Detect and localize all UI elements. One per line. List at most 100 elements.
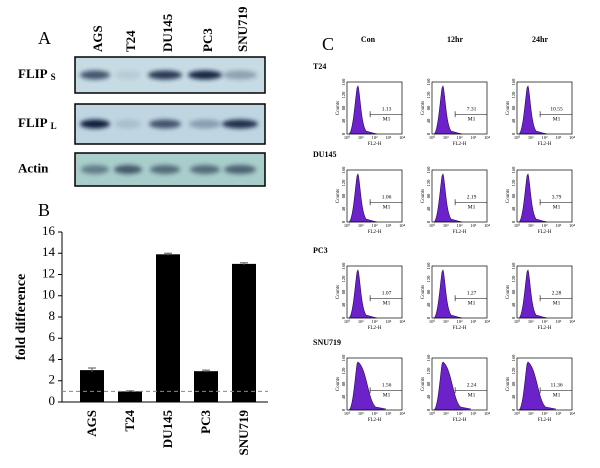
histogram: 1.13 M1 0 40 80 120 160 10⁰ 10¹ 10² 10³ 10⁴ Counts FL… [336,78,405,147]
x-tick-label: 10⁰ [344,135,351,140]
histogram-peak [433,269,463,319]
x-tick-label: 10² [457,411,464,416]
x-tick-label: 10⁰ [344,223,351,228]
x-tick-label: 10¹ [358,319,365,324]
gate-label: M1 [553,301,561,307]
blot-band [115,70,141,80]
blot-band [224,165,256,174]
y-tick-label: 120 [426,367,431,375]
error-bar [202,369,210,373]
x-tick-label: 10¹ [443,319,450,324]
x-tick-label: 10² [457,223,464,228]
x-tick-label: 10⁰ [514,135,521,140]
plot-frame [516,81,573,135]
gate-label: M1 [383,393,391,399]
y-tick-label: 160 [426,166,431,174]
y-tick-label: 120 [426,91,431,99]
y-tick-label: 40 [511,206,516,211]
x-tick-label: 10³ [385,223,392,228]
y-axis-label: Counts [336,101,341,115]
x-tick-label: 10¹ [528,135,535,140]
gate-value: 2.24 [467,383,477,389]
row-label-main: FLIP [18,66,48,81]
histogram-peak [433,173,463,223]
column-label: AGS [90,25,105,52]
y-tick-label: 40 [341,118,346,123]
x-tick-label: 10⁰ [344,411,351,416]
gate-label: M1 [553,117,561,123]
plot-frame [346,81,403,135]
y-axis-label: Counts [336,377,341,391]
y-tick-label: 2 [49,372,56,387]
y-tick-label: 80 [341,289,346,294]
gate-value: 11.36 [551,383,563,389]
gate-value: 1.13 [382,107,392,113]
y-tick-label: 40 [426,118,431,123]
histogram: 1.27 M1 0 40 80 120 160 10⁰ 10¹ 10² 10³ 10⁴ Counts FL… [421,262,490,331]
y-tick-label: 40 [341,206,346,211]
bar [194,371,218,402]
bar [156,254,180,402]
x-tick-label: 10⁴ [484,319,491,324]
y-tick-label: 0 [511,316,516,319]
y-tick-label: 160 [426,262,431,270]
y-tick-label: 40 [341,394,346,399]
y-axis-label: Counts [421,377,426,391]
blot-band [150,165,180,174]
y-axis-label: Counts [506,101,511,115]
y-tick-label: 14 [42,244,56,259]
y-tick-label: 40 [511,302,516,307]
x-axis-label: FL2-H [368,230,382,235]
row-label-sub: S [51,72,56,82]
plot-frame [516,357,573,411]
y-axis-label: Counts [506,189,511,203]
histogram: 1.56 M1 0 40 80 120 160 10⁰ 10¹ 10² 10³ 10⁴ Counts FL… [336,354,405,423]
histogram-peak [433,361,472,411]
x-tick-label: 10² [542,411,549,416]
y-tick-label: 80 [341,381,346,386]
plot-frame [346,265,403,319]
y-tick-label: 0 [511,132,516,135]
y-tick-label: 0 [426,220,431,223]
gate-label: M1 [383,205,391,211]
x-tick-label: 10³ [555,411,562,416]
x-tick-label: 10² [372,319,379,324]
x-axis-label: FL2-H [538,142,552,147]
y-tick-label: 160 [341,262,346,270]
y-tick-label: 120 [511,275,516,283]
x-tick-label: 10³ [385,411,392,416]
x-tick-label: 10² [542,223,549,228]
x-tick-label: 10² [372,223,379,228]
x-tick-label: 10⁴ [399,223,406,228]
blot-band [190,165,220,174]
gate-value: 1.07 [382,291,392,297]
gate-label: M1 [553,393,561,399]
x-tick-label: 10⁴ [569,319,576,324]
row-header: DU145 [313,150,337,159]
x-tick-label: SNU719 [236,410,251,456]
blot-band [189,119,221,129]
x-tick-label: 10⁴ [484,135,491,140]
x-tick-label: 10⁰ [514,319,521,324]
column-label: SNU719 [235,6,250,52]
bar [232,263,256,402]
x-tick-label: 10³ [470,319,477,324]
gate-label: M1 [468,393,476,399]
x-tick-label: 10³ [470,411,477,416]
y-axis-label: Counts [421,285,426,299]
blot-band [222,119,258,129]
x-axis-label: FL2-H [453,230,467,235]
y-tick-label: 160 [511,166,516,174]
y-tick-label: 80 [426,381,431,386]
x-tick-label: 10³ [555,223,562,228]
error-bar [88,367,96,373]
plot-frame [431,169,488,223]
x-tick-label: 10³ [385,319,392,324]
plot-frame [516,265,573,319]
y-tick-label: 40 [426,302,431,307]
x-tick-label: 10² [542,135,549,140]
gate-value: 3.79 [552,195,562,201]
x-tick-label: 10⁴ [399,411,406,416]
gate-value: 2.28 [552,291,562,297]
x-tick-label: 10³ [555,135,562,140]
